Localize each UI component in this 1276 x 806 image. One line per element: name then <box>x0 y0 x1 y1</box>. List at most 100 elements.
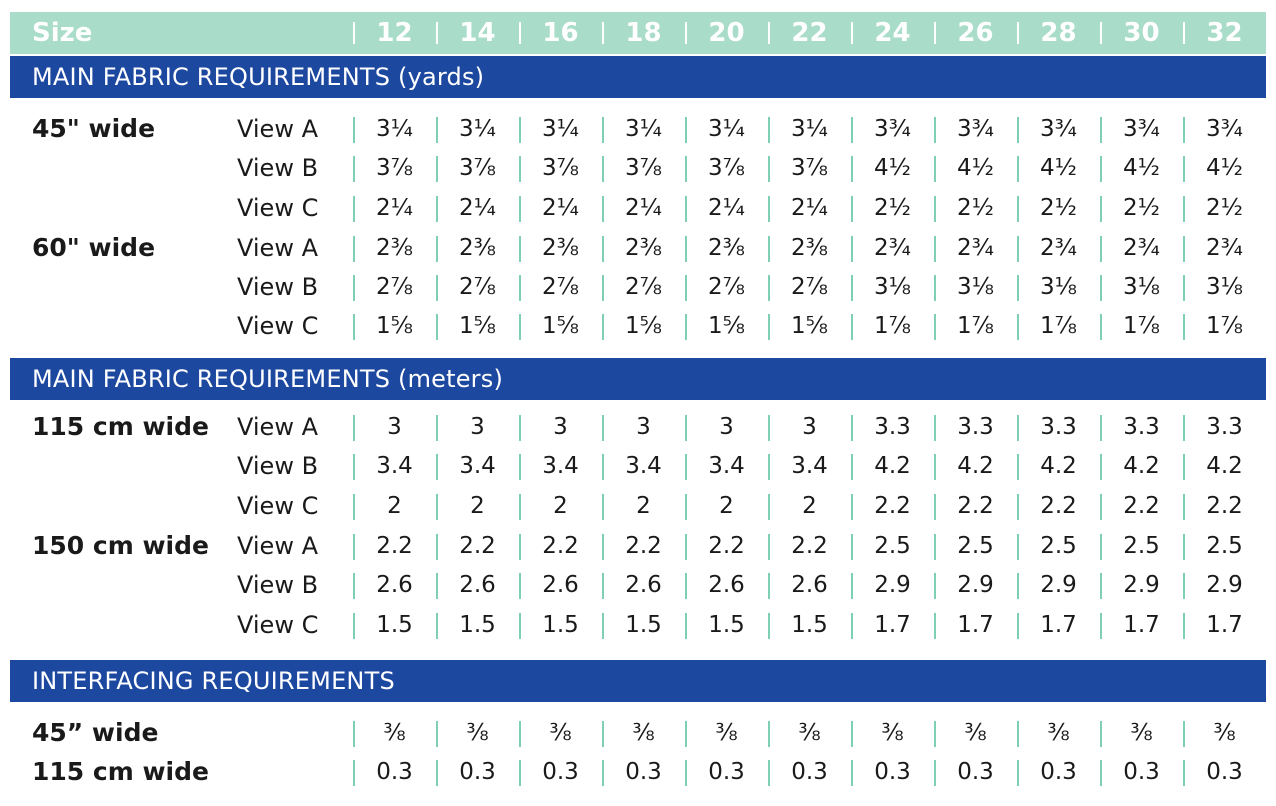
value-cell: 3¾ <box>874 116 911 142</box>
value-cell: 0.3 <box>1206 759 1243 785</box>
value-cell: 1.5 <box>791 612 828 638</box>
value-cell: 0.3 <box>1040 759 1077 785</box>
value-cell: 4.2 <box>1123 453 1160 479</box>
value-cell: 3.3 <box>957 414 994 440</box>
value-cell: 2¼ <box>459 195 496 221</box>
value-cell: 2.9 <box>1040 572 1077 598</box>
value-cell: ⅜ <box>632 720 655 746</box>
size-header-cell: 12 <box>376 18 413 48</box>
view-label: View B <box>237 571 319 599</box>
column-divider <box>851 196 853 222</box>
value-cell: 4.2 <box>957 453 994 479</box>
column-divider <box>768 314 770 340</box>
column-divider <box>1183 156 1185 182</box>
value-cell: 3.4 <box>459 453 496 479</box>
value-cell: 1.5 <box>376 612 413 638</box>
column-divider <box>353 117 355 143</box>
column-divider <box>436 275 438 301</box>
column-divider <box>685 494 687 520</box>
column-divider <box>519 314 521 340</box>
column-divider <box>685 760 687 786</box>
value-cell: 2.2 <box>542 533 579 559</box>
header-divider <box>1017 22 1019 44</box>
value-cell: 2 <box>719 493 734 519</box>
column-divider <box>768 534 770 560</box>
column-divider <box>602 236 604 262</box>
value-cell: 2¾ <box>957 235 994 261</box>
value-cell: 4½ <box>1206 155 1243 181</box>
header-divider <box>1183 22 1185 44</box>
view-label: View A <box>237 234 318 262</box>
value-cell: 3¾ <box>1040 116 1077 142</box>
column-divider <box>934 721 936 747</box>
value-cell: 0.3 <box>625 759 662 785</box>
value-cell: 2¼ <box>625 195 662 221</box>
column-divider <box>602 454 604 480</box>
size-header-cell: 14 <box>459 18 496 48</box>
column-divider <box>1017 454 1019 480</box>
value-cell: 3⅞ <box>791 155 828 181</box>
column-divider <box>1183 721 1185 747</box>
value-cell: 1.7 <box>957 612 994 638</box>
column-divider <box>353 760 355 786</box>
value-cell: 3 <box>636 414 651 440</box>
column-divider <box>436 454 438 480</box>
size-header-cell: 24 <box>874 18 911 48</box>
view-label: View A <box>237 413 318 441</box>
column-divider <box>768 196 770 222</box>
column-divider <box>436 760 438 786</box>
column-divider <box>851 534 853 560</box>
column-divider <box>768 760 770 786</box>
column-divider <box>519 156 521 182</box>
value-cell: 2.6 <box>708 572 745 598</box>
column-divider <box>768 613 770 639</box>
size-header-cell: 16 <box>542 18 579 48</box>
value-cell: 2⅞ <box>376 274 413 300</box>
column-divider <box>851 156 853 182</box>
value-cell: 2½ <box>1040 195 1077 221</box>
column-divider <box>1183 117 1185 143</box>
value-cell: 2⅜ <box>459 235 496 261</box>
fabric-width-label: 45" wide <box>32 114 156 143</box>
value-cell: 2 <box>470 493 485 519</box>
value-cell: 2¾ <box>1123 235 1160 261</box>
value-cell: 0.3 <box>708 759 745 785</box>
value-cell: 2¼ <box>791 195 828 221</box>
column-divider <box>519 760 521 786</box>
value-cell: ⅜ <box>881 720 904 746</box>
column-divider <box>1183 314 1185 340</box>
value-cell: 1.7 <box>1040 612 1077 638</box>
value-cell: 1⅞ <box>957 313 994 339</box>
value-cell: 2.5 <box>874 533 911 559</box>
value-cell: 2⅞ <box>708 274 745 300</box>
column-divider <box>1017 613 1019 639</box>
value-cell: 2.6 <box>459 572 496 598</box>
value-cell: 1.7 <box>874 612 911 638</box>
column-divider <box>685 314 687 340</box>
value-cell: 3⅞ <box>625 155 662 181</box>
column-divider <box>1183 494 1185 520</box>
column-divider <box>768 156 770 182</box>
value-cell: 4.2 <box>874 453 911 479</box>
value-cell: 2.6 <box>542 572 579 598</box>
size-header-cell: 28 <box>1040 18 1077 48</box>
fabric-width-label: 150 cm wide <box>32 531 209 560</box>
value-cell: 2.5 <box>1123 533 1160 559</box>
value-cell: 4.2 <box>1040 453 1077 479</box>
column-divider <box>685 613 687 639</box>
column-divider <box>1100 156 1102 182</box>
value-cell: 2.2 <box>459 533 496 559</box>
value-cell: 1⅝ <box>376 313 413 339</box>
value-cell: 1⅞ <box>1040 313 1077 339</box>
column-divider <box>1183 196 1185 222</box>
column-divider <box>436 613 438 639</box>
value-cell: 2.2 <box>874 493 911 519</box>
section-title: MAIN FABRIC REQUIREMENTS <box>32 365 391 393</box>
value-cell: 3¾ <box>1206 116 1243 142</box>
column-divider <box>1183 275 1185 301</box>
value-cell: 4.2 <box>1206 453 1243 479</box>
column-divider <box>851 117 853 143</box>
value-cell: 2⅜ <box>376 235 413 261</box>
value-cell: 3⅛ <box>1040 274 1077 300</box>
column-divider <box>353 534 355 560</box>
